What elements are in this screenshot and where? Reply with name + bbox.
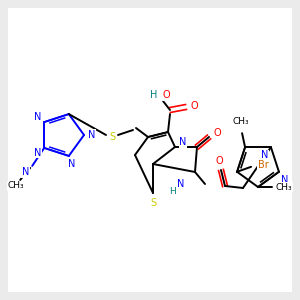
Text: O: O (215, 156, 223, 166)
Text: CH₃: CH₃ (233, 117, 249, 126)
Text: N: N (34, 148, 41, 158)
Text: N: N (177, 179, 185, 189)
Text: O: O (162, 90, 170, 100)
Text: S: S (150, 198, 156, 208)
Text: N: N (34, 112, 41, 122)
Text: CH₃: CH₃ (8, 182, 25, 190)
Text: S: S (109, 132, 115, 142)
Text: N: N (68, 158, 75, 169)
Text: O: O (213, 128, 221, 138)
Text: N: N (22, 167, 29, 177)
Text: N: N (88, 130, 96, 140)
Text: N: N (261, 150, 268, 160)
Text: N: N (179, 137, 187, 147)
Text: CH₃: CH₃ (276, 182, 292, 191)
FancyBboxPatch shape (8, 8, 292, 292)
Text: N: N (281, 175, 289, 185)
Text: Br: Br (258, 160, 268, 170)
Text: O: O (190, 101, 198, 111)
Text: H: H (169, 188, 176, 196)
Text: H: H (150, 90, 158, 100)
